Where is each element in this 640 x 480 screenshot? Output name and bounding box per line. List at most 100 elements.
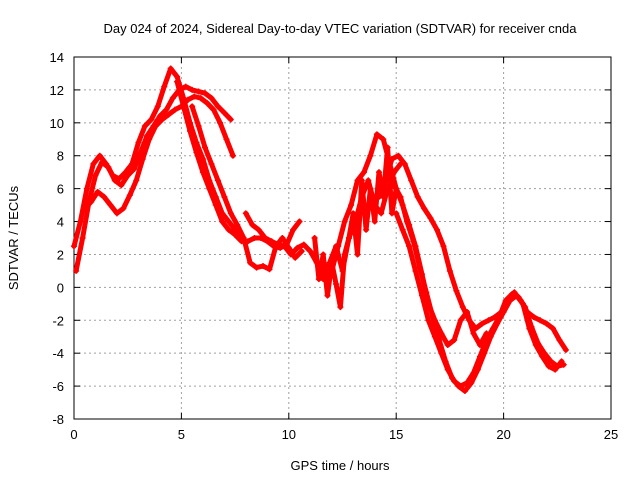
data-point-plus	[554, 363, 561, 370]
series-line	[393, 210, 567, 389]
y-axis-label: SDTVAR / TECUs	[6, 185, 21, 290]
data-point-plus	[509, 290, 516, 297]
data-point-plus	[425, 317, 432, 324]
data-point-plus	[444, 366, 451, 373]
data-point-plus	[180, 103, 187, 110]
data-point-plus	[388, 156, 395, 163]
data-point-plus	[98, 159, 105, 166]
data-point-plus	[541, 350, 548, 357]
data-point-plus	[348, 202, 355, 209]
data-point-plus	[376, 169, 383, 176]
data-point-plus	[208, 95, 215, 102]
data-point-plus	[451, 337, 458, 344]
data-point-plus	[470, 330, 477, 337]
data-point-plus	[416, 264, 423, 271]
data-point-plus	[197, 95, 204, 102]
data-point-plus	[73, 267, 80, 274]
data-point-plus	[446, 267, 453, 274]
data-point-plus	[71, 243, 77, 250]
series-track-4	[174, 78, 303, 251]
data-point-plus	[234, 221, 241, 228]
data-point-plus	[354, 177, 361, 184]
data-point-plus	[279, 235, 286, 241]
y-axis-ticks: -8 -6 -4 -2 0 2 4 6 8 10 12 14	[50, 50, 611, 427]
data-point-plus	[457, 317, 464, 324]
data-point-plus	[315, 276, 322, 283]
data-point-plus	[341, 218, 348, 225]
x-tick-label: 20	[496, 427, 510, 442]
data-point-plus	[255, 226, 262, 233]
data-point-plus	[453, 287, 460, 294]
data-point-plus	[423, 289, 430, 296]
data-point-plus	[107, 202, 114, 209]
data-point-plus	[451, 378, 458, 385]
data-point-plus	[133, 177, 140, 184]
data-point-plus	[431, 333, 438, 340]
y-tick-label: -2	[52, 313, 64, 328]
x-tick-label: 25	[604, 427, 618, 442]
data-point-plus	[464, 379, 471, 386]
data-point-plus	[395, 152, 402, 159]
data-point-plus	[335, 243, 342, 250]
data-point-plus	[294, 244, 301, 251]
data-point-plus	[384, 185, 391, 192]
data-point-plus	[382, 177, 389, 184]
data-point-plus	[124, 172, 131, 179]
data-point-plus	[324, 292, 331, 299]
data-point-plus	[371, 218, 378, 225]
data-point-plus	[221, 109, 228, 116]
data-point-plus	[229, 152, 236, 159]
y-tick-label: 0	[57, 280, 64, 295]
data-point-plus	[126, 192, 133, 199]
data-point-plus	[421, 205, 428, 212]
data-point-plus	[214, 103, 221, 110]
data-point-plus	[365, 177, 372, 184]
data-point-plus	[195, 88, 202, 95]
data-point-plus	[550, 325, 557, 332]
data-point-plus	[204, 100, 211, 107]
data-point-plus	[227, 116, 234, 123]
data-point-plus	[184, 96, 191, 103]
x-axis-label: GPS time / hours	[291, 458, 390, 473]
data-point-plus	[152, 123, 159, 130]
series-track-3	[81, 93, 236, 217]
data-point-plus	[545, 363, 552, 370]
data-point-plus	[251, 235, 258, 241]
series-track-7	[311, 144, 400, 311]
y-tick-label: 2	[57, 247, 64, 262]
data-point-plus	[562, 346, 569, 353]
data-point-plus	[202, 90, 209, 97]
series-line	[312, 145, 399, 310]
data-point-plus	[189, 86, 196, 93]
data-point-plus	[101, 193, 108, 200]
x-tick-label: 10	[282, 427, 296, 442]
data-point-plus	[83, 185, 90, 192]
data-point-plus	[262, 235, 269, 241]
data-point-plus	[414, 193, 421, 200]
data-point-plus	[537, 317, 544, 324]
data-point-plus	[94, 188, 101, 195]
series-line	[189, 103, 305, 272]
data-point-plus	[434, 226, 441, 233]
series-track-11	[393, 210, 567, 390]
data-point-plus	[195, 123, 202, 130]
data-point-plus	[223, 136, 230, 143]
data-point-plus	[171, 106, 178, 113]
data-point-plus	[214, 177, 221, 184]
data-point-plus	[247, 259, 254, 266]
data-point-plus	[300, 241, 307, 248]
y-tick-label: 6	[57, 182, 64, 197]
data-point-plus	[131, 165, 138, 172]
y-tick-label: 10	[50, 116, 64, 131]
data-point-plus	[556, 337, 563, 344]
data-point-plus	[472, 325, 479, 332]
data-point-plus	[219, 218, 226, 225]
data-point-plus	[399, 226, 406, 233]
data-point-plus	[320, 251, 327, 258]
series-line	[385, 182, 565, 394]
data-point-plus	[485, 317, 492, 324]
data-point-plus	[522, 304, 529, 311]
data-point-plus	[515, 294, 522, 301]
data-point-plus	[182, 83, 189, 90]
